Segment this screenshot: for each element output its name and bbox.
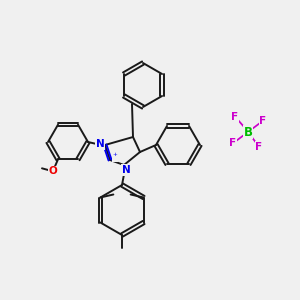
Text: N: N [96,139,104,149]
Text: F: F [230,138,237,148]
Text: F: F [231,112,239,122]
Text: ⁺: ⁺ [112,152,117,161]
Text: N: N [122,165,130,175]
Text: F: F [260,116,267,126]
Text: F: F [255,142,262,152]
Text: O: O [49,166,57,176]
Text: B: B [244,125,253,139]
